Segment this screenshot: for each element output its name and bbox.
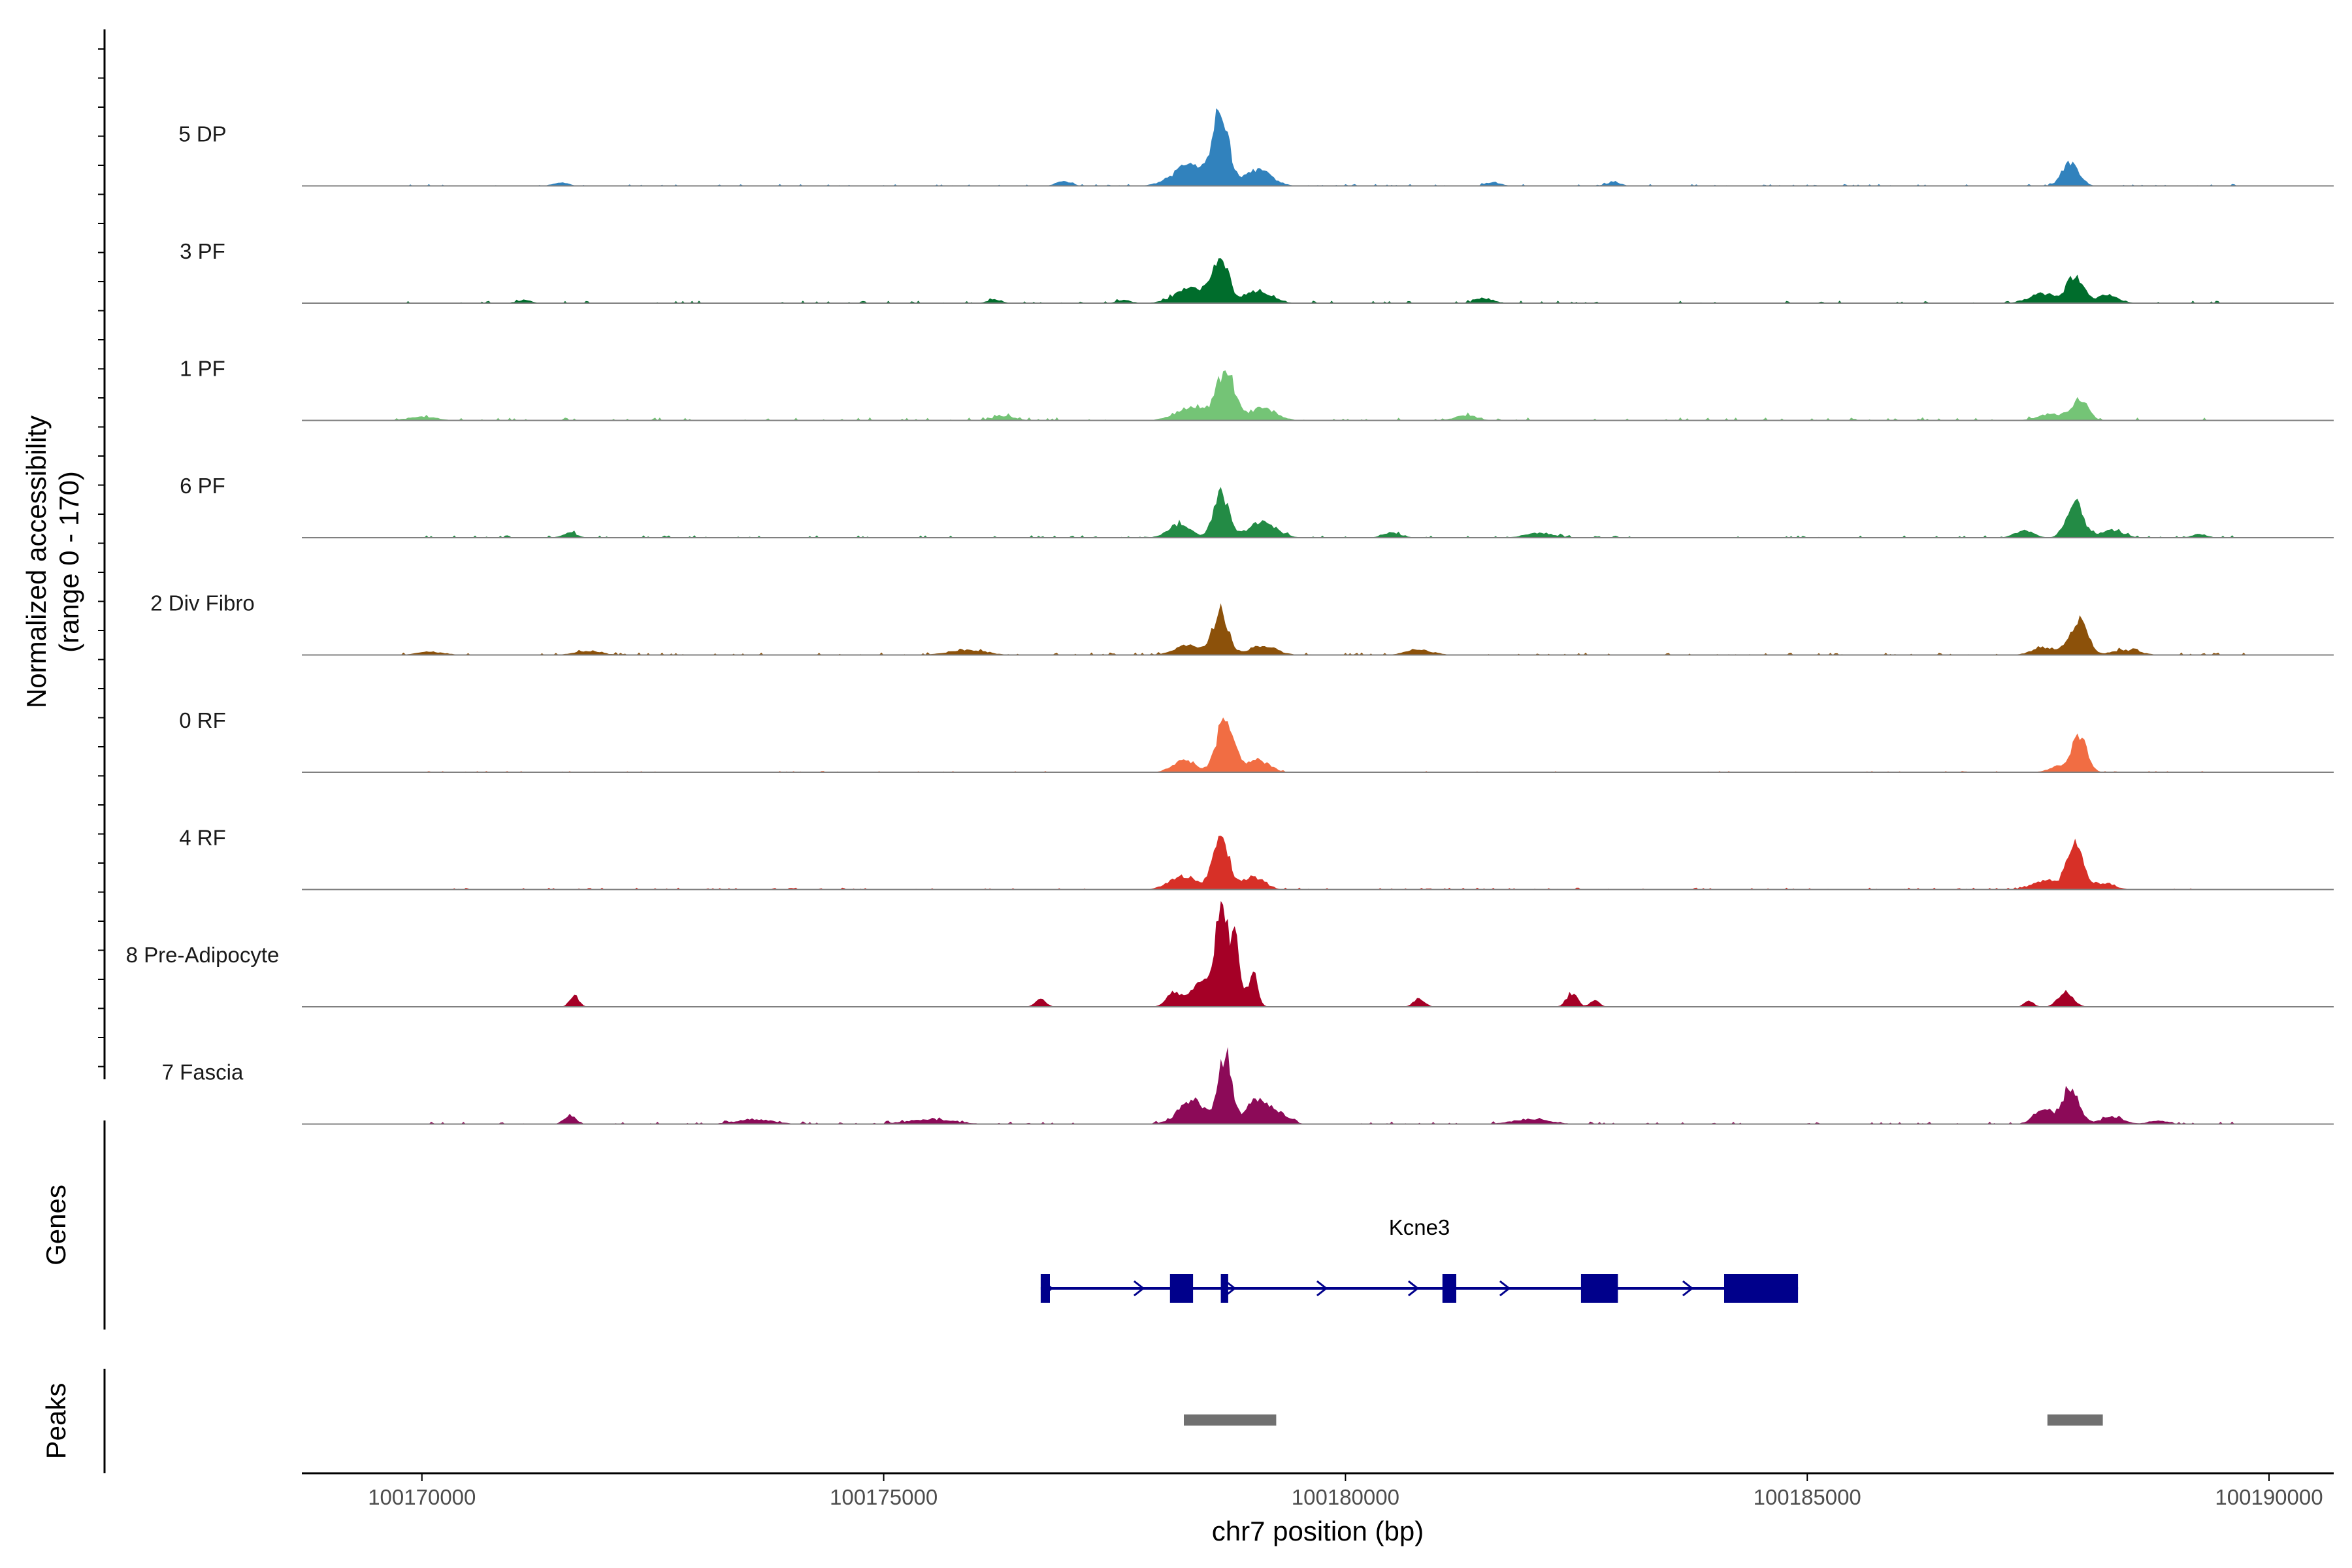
coverage-area-9 (394, 1047, 2251, 1124)
gene-annotation-track: Kcne3 (1040, 1215, 1799, 1303)
strand-arrow (1133, 1280, 1145, 1297)
strand-arrow (1407, 1280, 1420, 1297)
coverage-area-8 (394, 901, 2251, 1007)
x-tick-label: 100190000 (2215, 1485, 2323, 1509)
x-tick-label: 100175000 (830, 1485, 938, 1509)
strand-arrow (1224, 1280, 1237, 1297)
x-tick-label: 100185000 (1754, 1485, 1861, 1509)
gene-name-label: Kcne3 (1389, 1215, 1450, 1239)
track-label: 1 PF (180, 357, 225, 381)
y-axis-title-line2: (range 0 - 170) (54, 471, 84, 653)
track-label: 5 DP (178, 122, 226, 146)
peak-region (2047, 1414, 2103, 1426)
y-axis-title-line1: Normalized accessibility (21, 416, 52, 708)
coverage-area-2 (394, 258, 2251, 303)
track-label: 2 Div Fibro (150, 591, 255, 615)
track-label: 4 RF (179, 826, 226, 850)
coverage-area-4 (394, 487, 2251, 538)
x-tick-label: 100180000 (1292, 1485, 1399, 1509)
track-label: 7 Fascia (162, 1060, 244, 1085)
coverage-area-5 (394, 603, 2251, 655)
coverage-area-7 (394, 836, 2251, 890)
coverage-y-axis (98, 29, 106, 1079)
peak-regions-track (1184, 1414, 2103, 1426)
peak-region (1184, 1414, 1277, 1426)
peaks-panel-label: Peaks (41, 1383, 71, 1460)
gene-exon (1220, 1274, 1228, 1303)
gene-exon (1580, 1274, 1618, 1303)
track-label: 0 RF (179, 708, 226, 732)
coverage-tracks: 5 DP 3 PF 1 PF 6 PF 2 Div Fibro 0 RF 4 RF 8 Pre… (126, 108, 2334, 1125)
gene-exon (1724, 1274, 1799, 1303)
track-label: 6 PF (180, 474, 225, 498)
gene-exon (1442, 1274, 1456, 1303)
coverage-area-6 (394, 717, 2251, 772)
gene-exon (1040, 1274, 1050, 1303)
x-tick-label: 100170000 (368, 1485, 476, 1509)
coverage-area-1 (394, 108, 2251, 186)
genes-panel-label: Genes (41, 1184, 71, 1266)
genomic-x-axis: 100170000 100175000 100180000 100185000 1001… (302, 1472, 2334, 1509)
gene-exon (1169, 1274, 1194, 1303)
strand-arrow (1316, 1280, 1328, 1297)
strand-arrow (1499, 1280, 1511, 1297)
track-label: 8 Pre-Adipocyte (126, 943, 280, 967)
strand-arrow (1682, 1280, 1694, 1297)
coverage-area-3 (394, 370, 2251, 421)
x-axis-title: chr7 position (bp) (1212, 1516, 1424, 1546)
track-label: 3 PF (180, 239, 225, 263)
